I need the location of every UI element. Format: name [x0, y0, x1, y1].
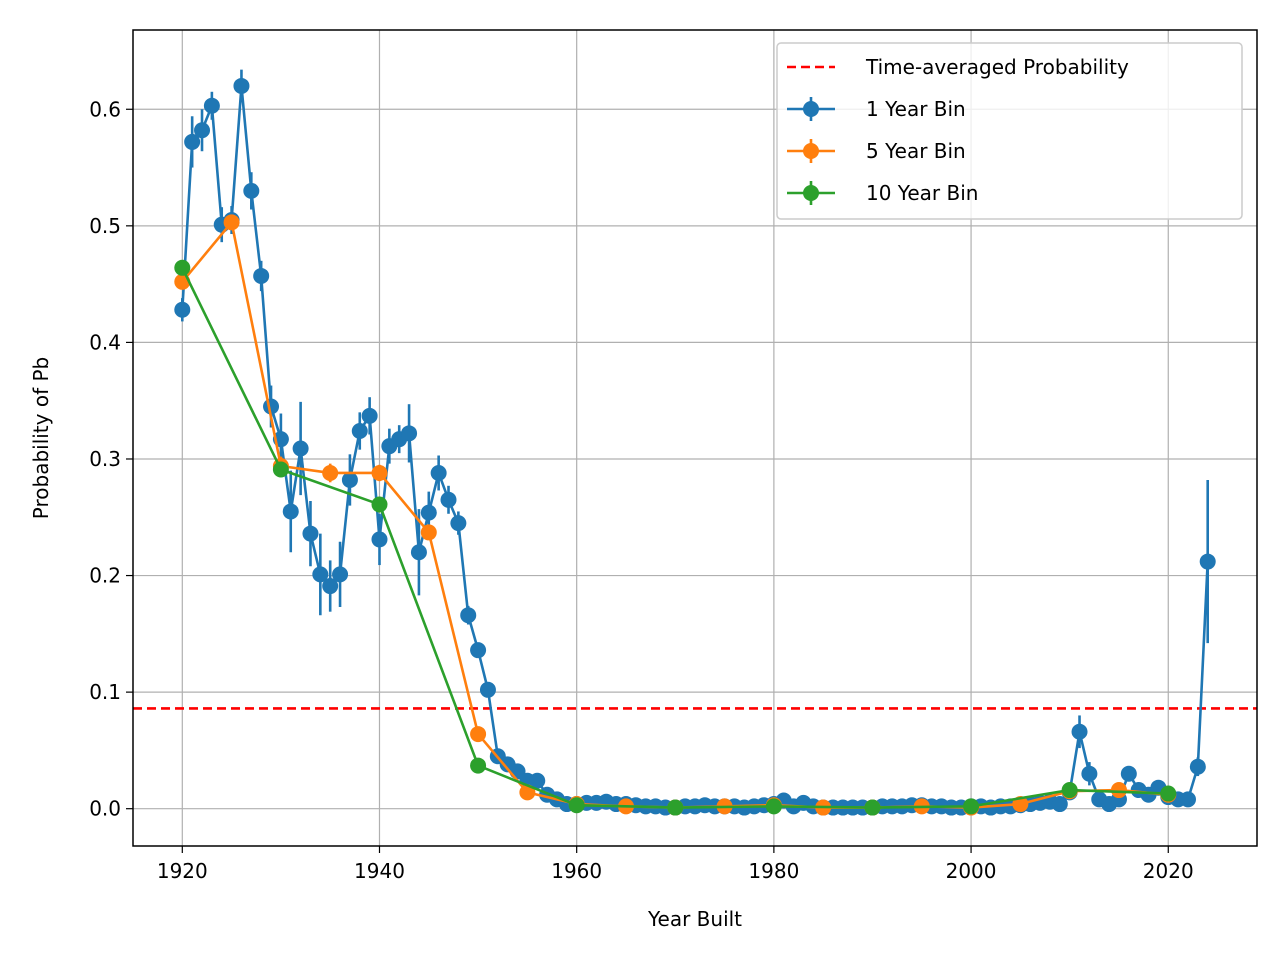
- data-point: [371, 496, 388, 513]
- x-tick-label: 2020: [1143, 859, 1194, 883]
- legend-swatch-marker: [803, 185, 819, 201]
- data-point: [203, 97, 220, 114]
- x-tick-label: 1960: [551, 859, 602, 883]
- y-tick-label: 0.4: [89, 330, 121, 354]
- data-point: [470, 726, 487, 743]
- data-point: [292, 440, 309, 457]
- data-point: [1110, 782, 1127, 799]
- y-tick-label: 0.2: [89, 564, 121, 588]
- series-10-year-bin: [174, 259, 1177, 816]
- plot-frame: [132, 29, 1258, 847]
- data-point: [401, 425, 418, 442]
- data-point: [765, 798, 782, 815]
- data-point: [341, 471, 358, 488]
- y-axis-label: Probability of Pb: [29, 357, 53, 519]
- data-point: [1179, 791, 1196, 808]
- legend-label: Time-averaged Probability: [865, 55, 1129, 79]
- data-point: [450, 515, 467, 532]
- data-point: [864, 799, 881, 816]
- y-axis: 0.0 0.1 0.2 0.3 0.4 0.5 0.6: [89, 97, 133, 821]
- data-point: [253, 267, 270, 284]
- legend-label: 10 Year Bin: [866, 181, 978, 205]
- x-tick-label: 1920: [157, 859, 208, 883]
- data-point: [1199, 553, 1216, 570]
- data-point: [667, 799, 684, 816]
- legend-swatch-marker: [803, 101, 819, 117]
- y-tick-label: 0.1: [89, 680, 121, 704]
- data-point: [529, 772, 546, 789]
- data-point: [1071, 723, 1088, 740]
- y-tick-label: 0.6: [89, 97, 121, 121]
- data-point: [174, 301, 191, 318]
- x-tick-label: 1940: [354, 859, 405, 883]
- data-point: [282, 503, 299, 520]
- data-point: [233, 77, 250, 94]
- data-point: [1051, 796, 1068, 813]
- data-point: [174, 259, 191, 276]
- data-point: [470, 757, 487, 774]
- data-point: [371, 531, 388, 548]
- y-tick-label: 0.3: [89, 447, 121, 471]
- data-point: [963, 798, 980, 815]
- data-point: [272, 461, 289, 478]
- x-tick-label: 1980: [748, 859, 799, 883]
- legend-label: 5 Year Bin: [866, 139, 966, 163]
- data-point: [184, 133, 201, 150]
- x-axis-label: Year Built: [647, 907, 742, 931]
- x-tick-label: 2000: [946, 859, 997, 883]
- series-1-year-bin: [174, 69, 1216, 816]
- series-group: [174, 69, 1216, 816]
- data-point: [430, 464, 447, 481]
- data-point: [194, 122, 211, 139]
- legend-label: 1 Year Bin: [866, 97, 966, 121]
- data-point: [420, 524, 437, 541]
- data-point: [1160, 785, 1177, 802]
- legend-box: [776, 42, 1243, 220]
- data-point: [351, 423, 368, 440]
- legend-swatch-marker: [803, 143, 819, 159]
- data-point: [312, 566, 329, 583]
- data-point: [479, 681, 496, 698]
- data-point: [1120, 765, 1137, 782]
- data-point: [1189, 758, 1206, 775]
- data-point: [243, 182, 260, 199]
- data-point: [568, 797, 585, 814]
- data-point: [223, 214, 240, 231]
- data-point: [361, 407, 378, 424]
- data-point: [470, 642, 487, 659]
- data-point: [371, 464, 388, 481]
- y-tick-label: 0.5: [89, 214, 121, 238]
- legend-items: Time-averaged Probability 1 Year Bin 5 Yea…: [787, 55, 1129, 205]
- data-point: [420, 504, 437, 521]
- y-tick-label: 0.0: [89, 797, 121, 821]
- data-point: [410, 544, 427, 561]
- data-point: [322, 578, 339, 595]
- data-point: [302, 525, 319, 542]
- data-point: [332, 566, 349, 583]
- data-point: [460, 607, 477, 624]
- data-point: [322, 464, 339, 481]
- data-point: [1061, 782, 1078, 799]
- legend: Time-averaged Probability 1 Year Bin 5 Yea…: [776, 42, 1243, 220]
- data-point: [1081, 765, 1098, 782]
- data-point: [440, 491, 457, 508]
- x-axis: 1920 1940 1960 1980 2000 2020: [157, 846, 1194, 883]
